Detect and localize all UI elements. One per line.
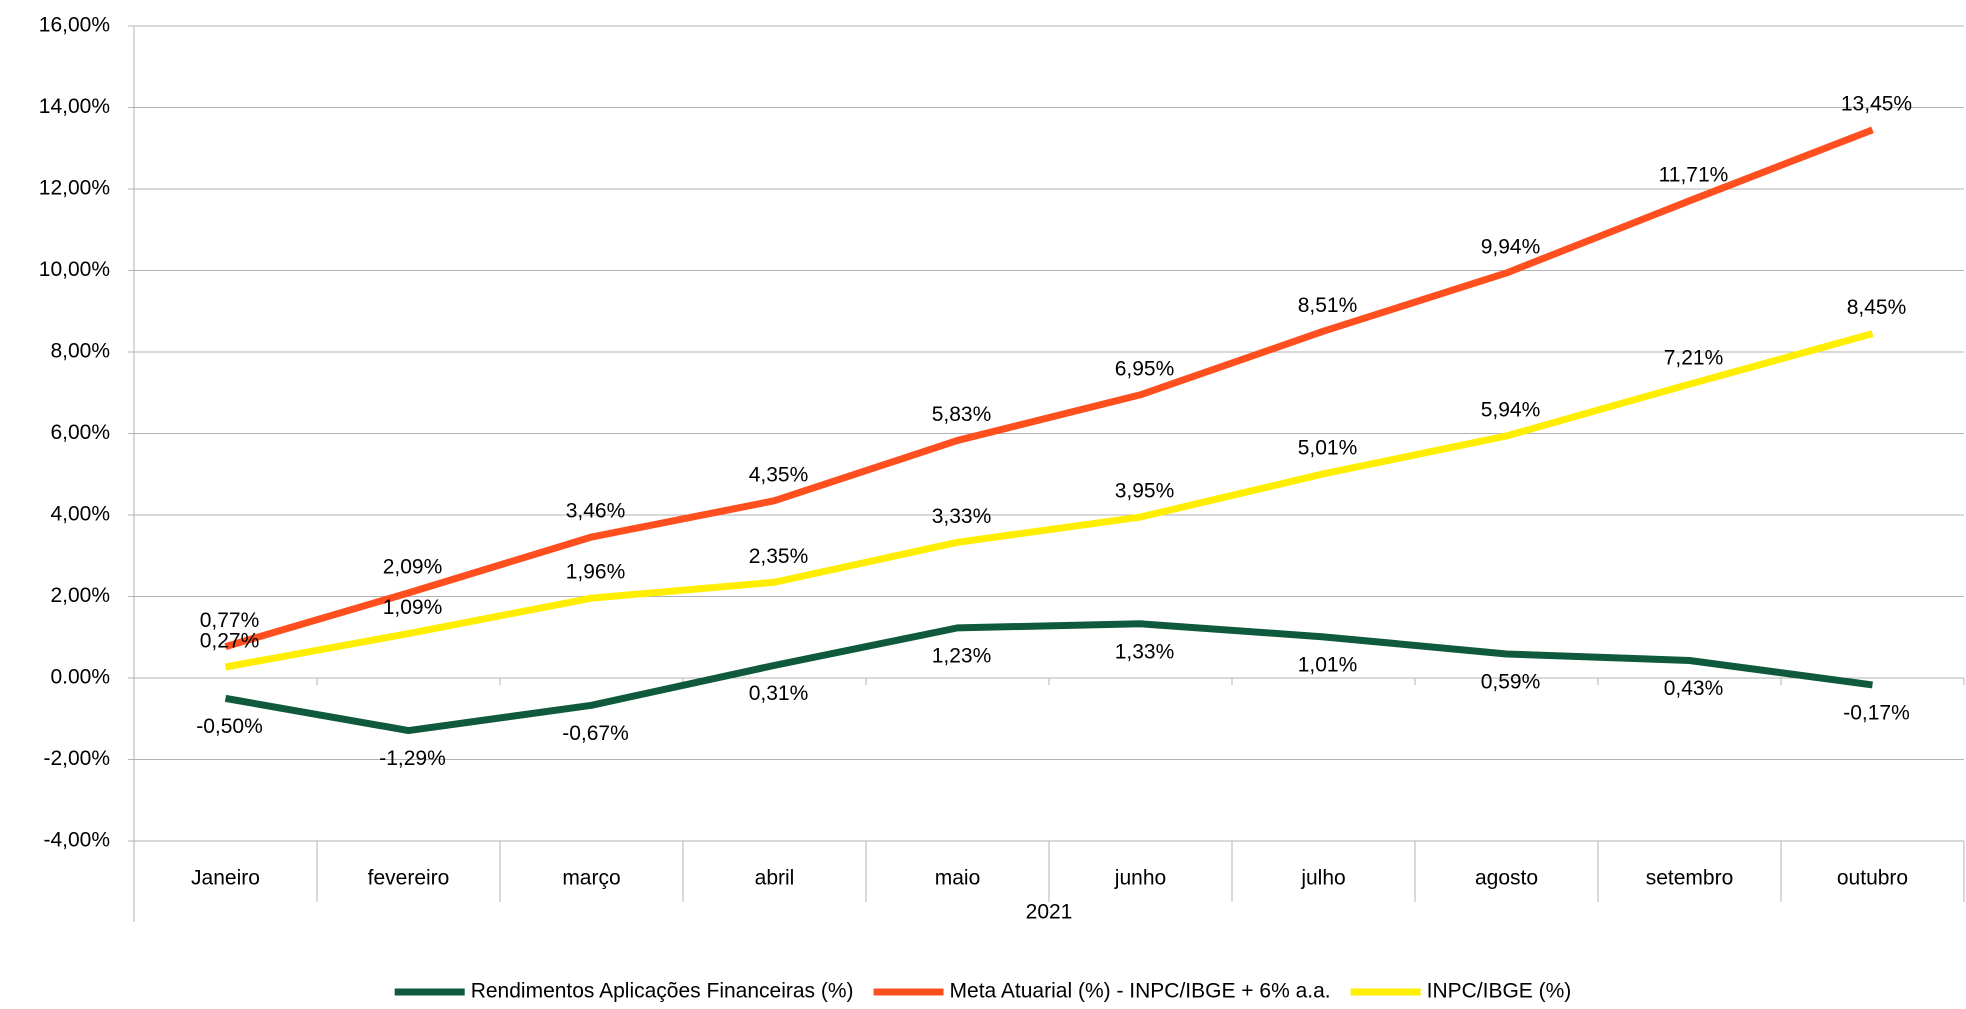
data-label: -0,17% bbox=[1843, 701, 1910, 724]
x-tick-label: maio bbox=[935, 867, 981, 890]
data-label: 6,95% bbox=[1115, 357, 1175, 380]
data-label: -0,50% bbox=[196, 715, 263, 738]
data-label: 2,09% bbox=[383, 555, 443, 578]
series-line bbox=[224, 330, 1874, 671]
data-label: 11,71% bbox=[1659, 163, 1729, 186]
data-label: 3,33% bbox=[932, 505, 992, 528]
data-label: 0,59% bbox=[1481, 671, 1541, 694]
data-label: 1,23% bbox=[932, 644, 992, 667]
y-tick-label: 8,00% bbox=[50, 340, 110, 363]
data-label: 2,35% bbox=[749, 545, 809, 568]
data-label: 5,94% bbox=[1481, 398, 1541, 421]
y-tick-label: 0.00% bbox=[50, 666, 110, 689]
y-tick-label: -2,00% bbox=[43, 747, 110, 770]
y-tick-label: 2,00% bbox=[50, 584, 110, 607]
legend-label: Rendimentos Aplicações Financeiras (%) bbox=[471, 980, 854, 1003]
x-tick-label: março bbox=[562, 867, 620, 890]
data-label: 8,45% bbox=[1847, 296, 1907, 319]
legend: Rendimentos Aplicações Financeiras (%) Me… bbox=[394, 980, 1572, 1003]
data-label: 0,77% bbox=[200, 609, 260, 632]
data-label: 0,43% bbox=[1664, 677, 1724, 700]
data-label: 3,46% bbox=[566, 500, 626, 523]
x-tick-label: fevereiro bbox=[368, 867, 450, 890]
y-tick-label: 4,00% bbox=[50, 503, 110, 526]
data-label: -0,67% bbox=[562, 722, 629, 745]
data-label: 5,83% bbox=[932, 403, 992, 426]
data-label: 3,95% bbox=[1115, 480, 1175, 503]
x-tick-label: Janeiro bbox=[191, 867, 260, 890]
data-label: 1,33% bbox=[1115, 640, 1175, 663]
x-axis-label: 2021 bbox=[1026, 901, 1073, 924]
y-tick-label: -4,00% bbox=[43, 829, 110, 852]
data-label: 7,21% bbox=[1664, 347, 1724, 370]
data-label: 9,94% bbox=[1481, 235, 1541, 258]
data-label: 1,09% bbox=[383, 596, 443, 619]
data-label: 8,51% bbox=[1298, 294, 1358, 317]
series-line bbox=[224, 620, 1873, 735]
y-tick-label: 12,00% bbox=[39, 177, 110, 200]
x-tick-label: julho bbox=[1300, 867, 1345, 890]
x-tick-label: setembro bbox=[1646, 867, 1734, 890]
data-label: 4,35% bbox=[749, 463, 809, 486]
x-tick-label: agosto bbox=[1475, 867, 1538, 890]
legend-label: Meta Atuarial (%) - INPC/IBGE + 6% a.a. bbox=[950, 980, 1331, 1003]
x-tick-label: abril bbox=[755, 867, 795, 890]
legend-label: INPC/IBGE (%) bbox=[1427, 980, 1572, 1003]
y-tick-label: 14,00% bbox=[39, 95, 110, 118]
data-label: 1,01% bbox=[1298, 653, 1358, 676]
y-tick-label: 6,00% bbox=[50, 421, 110, 444]
y-tick-label: 10,00% bbox=[39, 258, 110, 281]
data-label: 1,96% bbox=[566, 561, 626, 584]
y-tick-label: 16,00% bbox=[39, 14, 110, 37]
data-label: 0,31% bbox=[749, 682, 809, 705]
data-label: 13,45% bbox=[1841, 92, 1912, 115]
series-line bbox=[224, 126, 1874, 650]
data-label: 5,01% bbox=[1298, 436, 1358, 459]
x-tick-label: outubro bbox=[1837, 867, 1908, 890]
data-label: 0,27% bbox=[200, 630, 260, 653]
data-label: -1,29% bbox=[379, 747, 446, 770]
x-tick-label: junho bbox=[1114, 867, 1166, 890]
